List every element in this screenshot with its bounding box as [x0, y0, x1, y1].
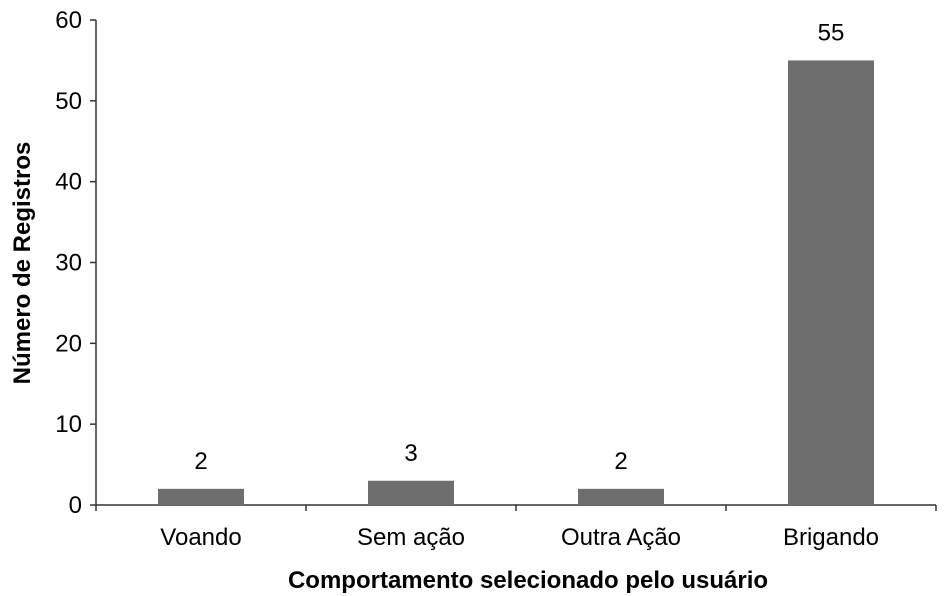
y-tick-label: 10	[55, 411, 82, 438]
y-axis: 0 10 20 30 40 50 60	[55, 7, 97, 519]
bar	[578, 488, 664, 505]
data-labels: 2 3 2 55	[194, 19, 844, 474]
bar	[158, 488, 244, 505]
data-label: 2	[614, 448, 627, 475]
x-tick-label: Outra Ação	[561, 524, 681, 551]
bars	[158, 60, 874, 506]
y-tick-label: 0	[69, 492, 82, 519]
bar	[788, 60, 874, 506]
y-tick-label: 50	[55, 88, 82, 115]
y-tick-label: 30	[55, 250, 82, 277]
data-label: 55	[818, 19, 845, 46]
x-tick-label: Voando	[160, 524, 241, 551]
y-axis-title: Número de Registros	[9, 142, 36, 385]
data-label: 2	[194, 448, 207, 475]
x-axis-title: Comportamento selecionado pelo usuário	[288, 567, 768, 594]
x-tick-label: Sem ação	[357, 524, 465, 551]
x-axis: Voando Sem ação Outra Ação Brigando	[95, 504, 937, 551]
y-tick-label: 60	[55, 7, 82, 34]
y-tick-label: 20	[55, 330, 82, 357]
bar	[368, 480, 454, 505]
y-tick-label: 40	[55, 169, 82, 196]
x-tick-label: Brigando	[783, 524, 879, 551]
data-label: 3	[404, 440, 417, 467]
